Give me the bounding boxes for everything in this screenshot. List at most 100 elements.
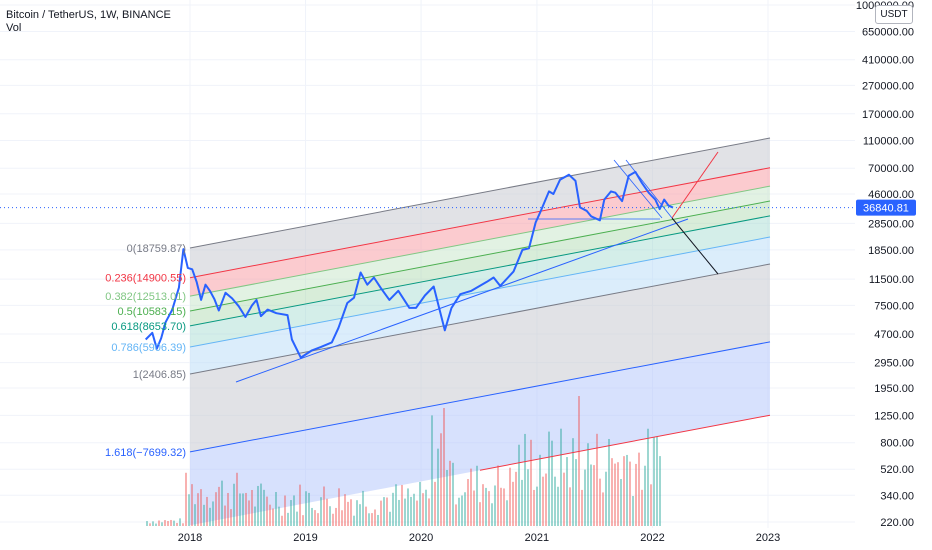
volume-bar	[404, 498, 406, 526]
fib-level-label: 0(18759.87)	[127, 243, 186, 255]
volume-bar	[302, 515, 304, 526]
volume-bar	[599, 478, 601, 526]
volume-bar	[476, 465, 478, 526]
volume-bar	[176, 522, 178, 526]
volume-bar	[464, 492, 466, 526]
last-price-tag	[856, 199, 916, 216]
volume-bar	[623, 456, 625, 526]
x-tick-label: 2021	[525, 532, 549, 544]
fib-zone-fill	[190, 215, 770, 348]
volume-bar	[188, 494, 190, 526]
volume-indicator-label[interactable]: Vol	[6, 22, 22, 34]
volume-bar	[560, 428, 562, 526]
volume-bar	[257, 485, 259, 526]
volume-bar	[344, 494, 346, 526]
symbol-title: Bitcoin / TetherUS, 1W, BINANCE	[6, 9, 171, 21]
y-tick-label: 2950.00	[874, 358, 914, 370]
volume-bar	[245, 492, 247, 526]
volume-bar	[380, 500, 382, 526]
support-trendline	[235, 218, 689, 383]
price-series	[144, 170, 674, 359]
volume-bar	[509, 467, 511, 526]
y-tick-label: 28500.00	[868, 218, 914, 230]
volume-bar	[383, 497, 385, 526]
y-tick-label: 1950.00	[874, 383, 914, 395]
volume-bar	[326, 498, 328, 526]
volume-bar	[578, 396, 580, 526]
volume-bar	[371, 513, 373, 526]
fib-level-label: 0.382(12513.01)	[105, 291, 186, 303]
volume-bar	[275, 491, 277, 526]
fib-level-line	[189, 185, 771, 297]
volume-bar	[194, 504, 196, 526]
volume-bar	[470, 468, 472, 526]
y-tick-label: 650000.00	[862, 26, 914, 38]
volume-bar	[590, 464, 592, 526]
volume-bar	[638, 452, 640, 526]
volume-bar	[536, 486, 538, 526]
volume-bar	[320, 497, 322, 526]
volume-bar	[443, 408, 445, 526]
volume-bar	[185, 472, 187, 526]
volume-bar	[260, 483, 262, 526]
volume-bar	[434, 481, 436, 526]
volume-bar	[218, 486, 220, 526]
volume-bar	[626, 454, 628, 526]
volume-bar	[191, 484, 193, 526]
x-tick-label: 2022	[640, 532, 664, 544]
fib-level-line	[189, 167, 771, 279]
volume-bar	[251, 489, 253, 526]
fib-level-line	[189, 263, 771, 375]
volume-bar	[170, 519, 172, 526]
volume-bar	[365, 506, 367, 526]
volume-bar	[479, 502, 481, 526]
volume-bar	[632, 495, 634, 526]
fib-level-line	[189, 341, 771, 453]
volume-bar	[584, 469, 586, 526]
volume-bar	[446, 469, 448, 526]
volume-bar	[425, 489, 427, 526]
volume-bar	[554, 476, 556, 526]
volume-bar	[296, 511, 298, 526]
x-tick-label: 2023	[756, 532, 780, 544]
volume-bar	[407, 488, 409, 526]
fib-level-line	[189, 215, 771, 327]
volume-bar	[221, 480, 223, 526]
wedge-line	[613, 159, 663, 219]
volume-bar	[566, 457, 568, 526]
volume-bar	[431, 415, 433, 526]
fib-zone-fill	[190, 201, 770, 326]
volume-bar	[455, 504, 457, 526]
volume-bar	[611, 458, 613, 526]
volume-bar	[452, 462, 454, 526]
fib-level-label: 0.5(10583.15)	[118, 306, 187, 318]
volume-bar	[614, 463, 616, 526]
volume-bar	[485, 487, 487, 526]
currency-badge[interactable]: USDT	[875, 5, 913, 24]
volume-bar	[278, 506, 280, 526]
y-tick-label: 520.00	[880, 464, 914, 476]
volume-bar	[359, 504, 361, 526]
y-tick-label: 110000.00	[863, 135, 914, 147]
volume-bar	[248, 500, 250, 526]
volume-bar	[149, 523, 151, 526]
volume-bar	[179, 518, 181, 526]
volume-bar	[569, 487, 571, 526]
fib-level-label: 1(2406.85)	[133, 369, 186, 381]
volume-bar	[647, 428, 649, 526]
volume-bar	[254, 506, 256, 526]
y-tick-label: 340.00	[880, 490, 914, 502]
volume-bar	[650, 484, 652, 526]
volume-bar	[239, 493, 241, 526]
y-tick-label: 7500.00	[874, 300, 914, 312]
volume-bar	[317, 513, 319, 526]
volume-bar	[212, 501, 214, 526]
volume-bar	[152, 521, 154, 526]
volume-bar	[197, 493, 199, 526]
volume-bar	[398, 499, 400, 526]
volume-bar	[440, 433, 442, 526]
volume-bar	[329, 506, 331, 526]
volume-bar	[395, 484, 397, 526]
